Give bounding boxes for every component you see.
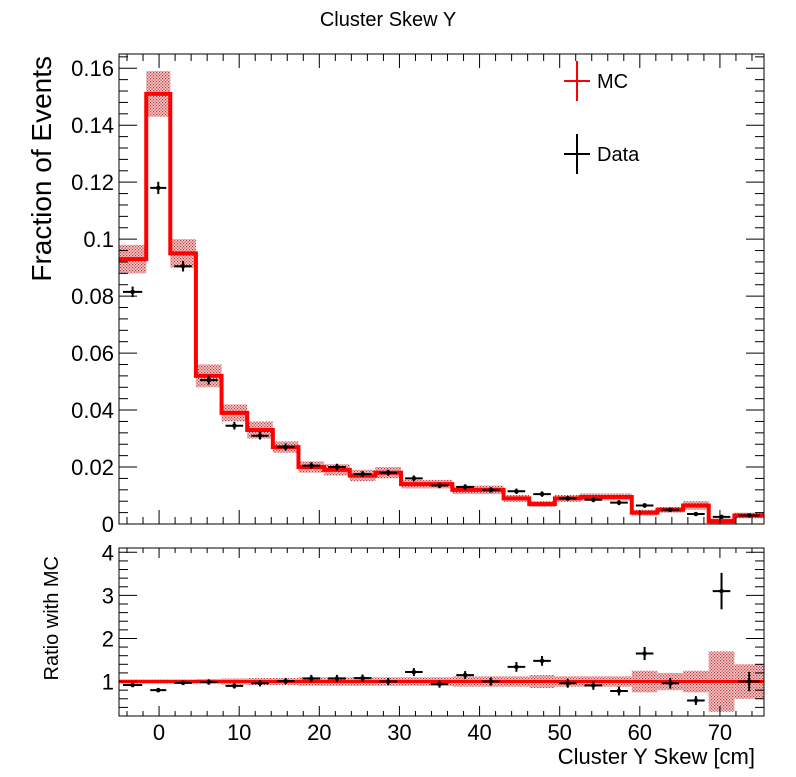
top-data-point (276, 443, 295, 451)
top-data-point (687, 511, 705, 517)
bottom-data-point (276, 677, 295, 685)
top-y-tick-label: 0.14 (71, 113, 114, 138)
legend-label: Data (597, 144, 640, 166)
x-tick-label: 20 (307, 720, 331, 745)
top-y-tick-label: 0.08 (71, 284, 114, 309)
top-y-tick-label: 0 (102, 512, 114, 537)
x-tick-label: 0 (153, 720, 165, 745)
top-y-tick-label: 0.12 (71, 170, 114, 195)
bottom-data-point (199, 679, 218, 685)
top-data-points (123, 181, 760, 520)
top-y-tick-label: 0.06 (71, 341, 114, 366)
bottom-data-point (481, 677, 500, 686)
bottom-data-point (661, 677, 680, 689)
top-data-point (738, 513, 760, 518)
bottom-data-point (610, 686, 628, 696)
top-y-axis-label: Fraction of Events (26, 56, 57, 282)
bottom-data-point (687, 696, 705, 705)
top-data-point (353, 471, 372, 478)
top-data-point (584, 497, 603, 503)
top-data-point (635, 503, 654, 508)
bottom-x-ticks: 0 10 20 30 40 50 60 70 (126, 548, 753, 745)
x-tick-label: 70 (708, 720, 732, 745)
top-y-tick-label: 0.02 (71, 455, 114, 480)
top-x-ticks (126, 54, 753, 524)
top-data-point (405, 475, 423, 482)
bottom-data-point (584, 680, 603, 690)
bottom-data-point (430, 680, 449, 688)
bottom-y-axis-label: Ratio with MC (41, 556, 63, 680)
bottom-panel: 0 10 20 30 40 50 60 70 1 2 3 4 (102, 540, 765, 745)
bottom-frame (118, 547, 765, 717)
top-frame (118, 53, 765, 525)
top-data-point (481, 487, 500, 493)
top-data-point (379, 469, 398, 476)
bottom-y-tick-label: 2 (102, 626, 114, 651)
legend-entry: MC (564, 61, 628, 101)
bottom-y-tick-label: 3 (102, 583, 114, 608)
bottom-data-point (174, 680, 192, 686)
bottom-y-tick-label: 4 (102, 540, 114, 565)
top-data-point (328, 463, 346, 471)
x-tick-label: 10 (227, 720, 251, 745)
bottom-data-point (635, 646, 654, 661)
top-data-point (430, 482, 449, 489)
top-panel: 0 0.02 0.04 0.06 0.08 0.1 0.12 0.14 0.16 (71, 53, 765, 537)
top-data-point (661, 507, 680, 512)
top-data-point (199, 375, 218, 385)
top-y-tick-label: 0.04 (71, 398, 114, 423)
top-data-point (533, 491, 551, 497)
top-data-point (610, 500, 628, 506)
bottom-y-tick-label: 1 (102, 670, 114, 695)
x-tick-label: 30 (387, 720, 411, 745)
bottom-data-point (533, 655, 551, 666)
x-tick-label: 50 (547, 720, 571, 745)
top-mc-histogram (119, 91, 764, 524)
x-tick-label: 40 (467, 720, 491, 745)
legend-label: MC (597, 71, 628, 93)
top-data-point (302, 462, 321, 469)
bottom-data-point (558, 678, 577, 688)
x-axis-label: Cluster Y Skew [cm] (558, 744, 755, 769)
top-data-point (123, 286, 143, 298)
bottom-data-point (507, 662, 526, 672)
bottom-data-point (328, 674, 346, 683)
top-y-ticks: 0 0.02 0.04 0.06 0.08 0.1 0.12 0.14 0.16 (71, 56, 764, 537)
top-data-point (150, 181, 167, 195)
bottom-data-point (251, 680, 269, 687)
bottom-data-point (302, 674, 321, 683)
top-data-point (507, 488, 526, 494)
top-data-point (251, 431, 269, 440)
top-data-point (712, 514, 731, 520)
bottom-data-point (379, 677, 398, 686)
bottom-data-point (456, 671, 474, 680)
bottom-data-point (353, 674, 372, 682)
top-mc-band (119, 71, 764, 524)
bottom-data-point (405, 668, 423, 677)
bottom-y-ticks: 1 2 3 4 (102, 540, 764, 717)
top-data-point (225, 421, 244, 430)
top-data-point (558, 495, 577, 501)
top-y-tick-label: 0.1 (83, 227, 114, 252)
legend-entry: Data (564, 134, 640, 174)
top-y-tick-label: 0.16 (71, 56, 114, 81)
bottom-data-point (150, 687, 167, 693)
chart-title: Cluster Skew Y (320, 9, 456, 31)
bottom-data-point (225, 683, 244, 689)
bottom-data-point (712, 572, 731, 610)
bottom-data-point (123, 682, 143, 688)
x-tick-label: 60 (628, 720, 652, 745)
legend: MC Data (564, 61, 640, 174)
top-data-point (174, 260, 192, 272)
top-data-point (456, 484, 474, 490)
